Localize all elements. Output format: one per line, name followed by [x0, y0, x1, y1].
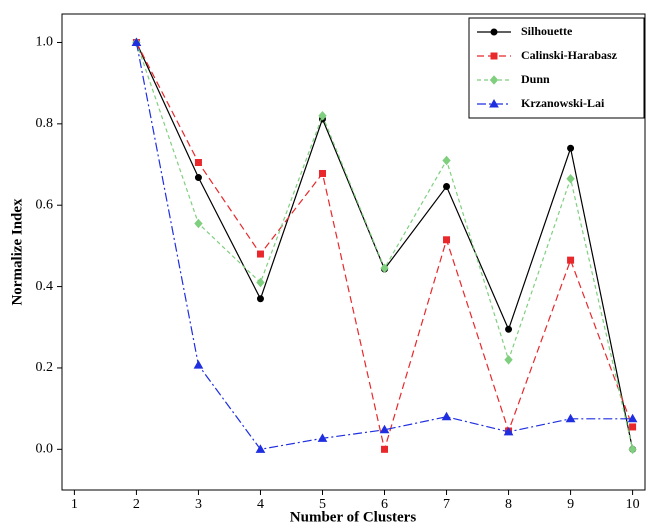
- x-tick-label: 3: [195, 497, 202, 512]
- x-tick-label: 10: [626, 497, 640, 512]
- marker: [628, 444, 637, 455]
- x-tick-label: 4: [257, 497, 264, 512]
- marker: [318, 110, 327, 121]
- marker: [256, 277, 265, 288]
- marker: [443, 182, 451, 190]
- legend-label: Krzanowski-Lai: [521, 96, 605, 110]
- marker: [379, 424, 390, 434]
- series-line: [135, 42, 633, 450]
- legend-label: Dunn: [521, 72, 550, 86]
- legend-marker: [489, 98, 499, 108]
- x-tick-label: 7: [443, 497, 450, 512]
- x-tick-label: 2: [133, 497, 140, 512]
- y-tick-label: 1.0: [36, 35, 54, 50]
- marker: [504, 355, 513, 365]
- x-tick-label: 8: [505, 497, 512, 512]
- y-tick-label: 0.6: [36, 197, 54, 212]
- x-tick-label: 9: [567, 497, 574, 512]
- legend-box: [468, 17, 645, 119]
- legend-marker: [490, 28, 498, 36]
- marker: [131, 37, 142, 46]
- marker: [194, 218, 203, 229]
- marker: [256, 295, 264, 303]
- x-tick-label: 5: [319, 497, 326, 512]
- marker: [503, 426, 514, 436]
- marker: [629, 423, 637, 431]
- x-axis-label: Number of Clusters: [290, 509, 417, 525]
- y-tick-label: 0.0: [36, 442, 54, 457]
- marker: [565, 413, 576, 423]
- marker: [318, 169, 326, 177]
- marker: [567, 256, 575, 264]
- legend-label: Calinski-Harabasz: [521, 48, 618, 62]
- marker: [380, 263, 389, 274]
- marker: [381, 445, 389, 453]
- marker: [505, 325, 513, 333]
- y-tick-label: 0.2: [36, 360, 54, 375]
- marker: [256, 250, 264, 258]
- marker: [567, 144, 575, 152]
- plot-frame: [61, 13, 646, 491]
- marker: [627, 413, 638, 423]
- x-tick-label: 1: [71, 497, 78, 512]
- marker: [255, 444, 266, 453]
- y-axis-label: Normalize Index: [9, 198, 25, 306]
- legend-marker: [489, 75, 499, 85]
- marker: [194, 174, 202, 182]
- marker: [566, 174, 575, 184]
- x-tick-label: 6: [381, 497, 388, 512]
- marker: [441, 411, 452, 421]
- marker: [443, 236, 451, 244]
- marker: [317, 433, 328, 442]
- legend-marker: [490, 52, 498, 60]
- legend-label: Silhouette: [521, 24, 573, 38]
- marker: [194, 158, 202, 166]
- y-tick-label: 0.4: [36, 279, 54, 294]
- marker: [193, 360, 204, 369]
- y-tick-label: 0.8: [36, 116, 54, 131]
- marker: [442, 155, 451, 166]
